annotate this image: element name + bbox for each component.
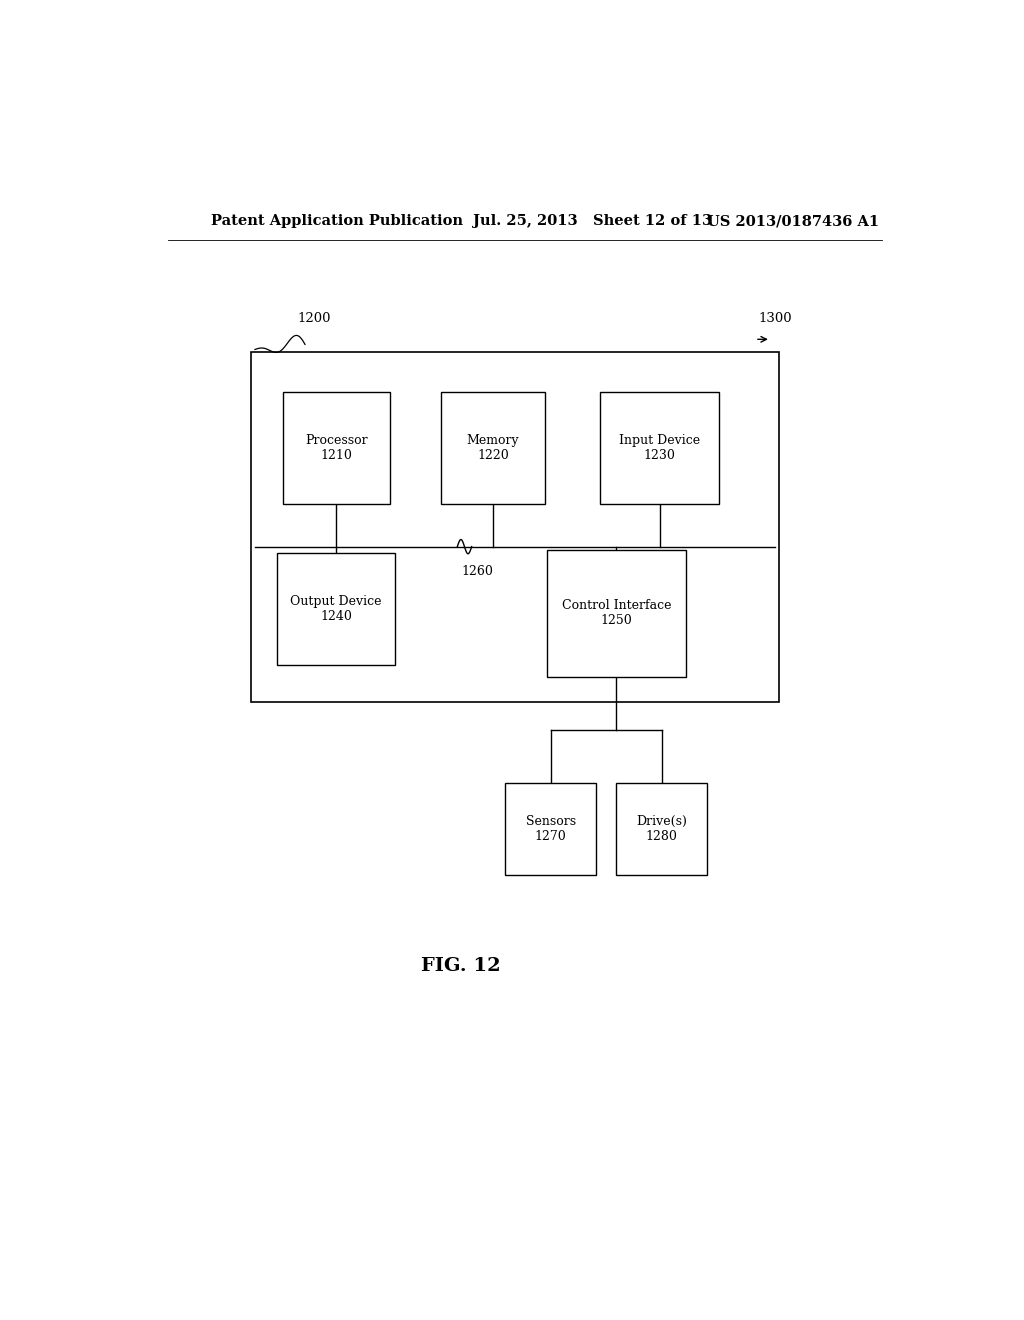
Bar [600, 392, 719, 504]
Text: Processor
1210: Processor 1210 [305, 434, 368, 462]
Text: Control Interface
1250: Control Interface 1250 [562, 599, 671, 627]
Text: Patent Application Publication: Patent Application Publication [211, 214, 463, 228]
Bar [441, 392, 545, 504]
Bar [283, 392, 390, 504]
Bar [616, 784, 708, 875]
Text: FIG. 12: FIG. 12 [422, 957, 501, 975]
Text: Output Device
1240: Output Device 1240 [290, 595, 382, 623]
Text: Input Device
1230: Input Device 1230 [620, 434, 700, 462]
Text: Memory
1220: Memory 1220 [467, 434, 519, 462]
Bar [547, 549, 686, 677]
Text: US 2013/0187436 A1: US 2013/0187436 A1 [708, 214, 880, 228]
Text: Drive(s)
1280: Drive(s) 1280 [636, 816, 687, 843]
Text: 1200: 1200 [297, 313, 331, 326]
Text: Jul. 25, 2013   Sheet 12 of 13: Jul. 25, 2013 Sheet 12 of 13 [473, 214, 713, 228]
Bar [505, 784, 596, 875]
Text: Sensors
1270: Sensors 1270 [525, 816, 575, 843]
Text: 1260: 1260 [461, 565, 494, 578]
Text: 1300: 1300 [759, 313, 793, 326]
Bar [278, 553, 394, 664]
Bar [251, 351, 778, 702]
